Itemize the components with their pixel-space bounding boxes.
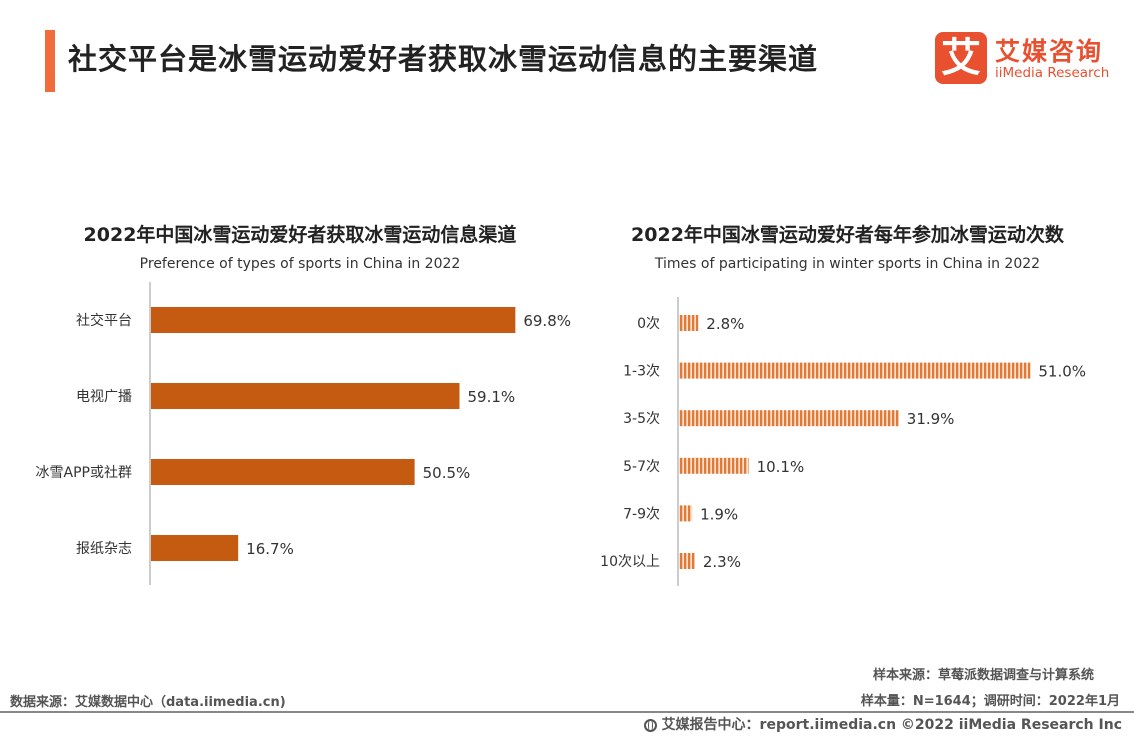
footer-divider — [0, 711, 1134, 713]
title-accent-bar — [45, 30, 55, 92]
report-center-text: 艾媒报告中心：report.iimedia.cn ©2022 iiMedia R… — [661, 717, 1122, 733]
sample-source: 样本来源：草莓派数据调查与计算系统 — [872, 668, 1094, 683]
logo-mark-icon: 艾 — [935, 32, 987, 84]
right-value-label: 51.0% — [1038, 363, 1086, 381]
left-category-label: 电视广播 — [76, 389, 132, 405]
right-bar — [679, 457, 749, 474]
right-category-label: 7-9次 — [623, 506, 660, 522]
right-category-label: 3-5次 — [623, 411, 660, 427]
left-bar — [151, 307, 516, 333]
right-value-label: 10.1% — [757, 458, 805, 476]
right-bar-chart: 0次 2.8% 1-3次 51.0% 3-5次 31.9% 5-7次 10.1% 7-9次 1.9… — [600, 297, 1086, 586]
data-source: 数据来源：艾媒数据中心（data.iimedia.cn) — [10, 695, 286, 710]
page-title: 社交平台是冰雪运动爱好者获取冰雪运动信息的主要渠道 — [68, 42, 819, 76]
right-bar — [679, 362, 1031, 379]
right-value-label: 2.3% — [703, 553, 741, 571]
left-category-label: 社交平台 — [76, 312, 132, 329]
left-chart-title: 2022年中国冰雪运动爱好者获取冰雪运动信息渠道 — [83, 224, 517, 246]
sample-size: 样本量：N=1644；调研时间：2022年1月 — [860, 694, 1120, 709]
logo-name-cn: 艾媒咨询 — [995, 37, 1104, 66]
left-bar — [151, 535, 239, 561]
right-bar — [679, 315, 699, 331]
left-category-label: 冰雪APP或社群 — [36, 465, 132, 481]
right-bar — [679, 505, 693, 522]
globe-icon — [643, 719, 657, 732]
footer-copyright: 艾媒报告中心：report.iimedia.cn ©2022 iiMedia R… — [643, 714, 1122, 734]
left-category-label: 报纸杂志 — [76, 541, 132, 557]
right-bar — [679, 410, 899, 427]
left-chart-subtitle: Preference of types of sports in China i… — [139, 256, 461, 272]
right-bar — [679, 553, 695, 569]
right-value-label: 31.9% — [907, 410, 955, 428]
logo-name-en: iiMedia Research — [995, 65, 1110, 81]
left-bar-chart: 社交平台 69.8% 电视广播 59.1% 冰雪APP或社群 50.5% 报纸杂志 16.7% — [36, 282, 571, 585]
right-chart-title: 2022年中国冰雪运动爱好者每年参加冰雪运动次数 — [631, 224, 1064, 246]
left-value-label: 50.5% — [423, 464, 471, 482]
right-category-label: 0次 — [637, 316, 660, 332]
iimedia-logo: 艾 艾媒咨询 iiMedia Research — [935, 32, 1120, 88]
left-value-label: 59.1% — [468, 388, 516, 406]
left-bar — [151, 459, 415, 485]
right-value-label: 1.9% — [700, 505, 738, 523]
right-value-label: 2.8% — [706, 315, 744, 333]
left-value-label: 16.7% — [246, 540, 294, 558]
right-category-label: 1-3次 — [623, 364, 660, 380]
left-bar — [151, 383, 460, 409]
right-chart-subtitle: Times of participating in winter sports … — [654, 256, 1041, 272]
right-category-label: 5-7次 — [623, 459, 660, 475]
left-value-label: 69.8% — [523, 312, 571, 330]
right-category-label: 10次以上 — [600, 554, 660, 570]
